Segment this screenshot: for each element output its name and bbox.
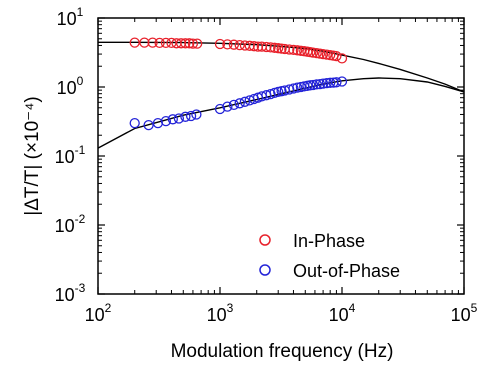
x-tick-label: 103 — [207, 301, 234, 325]
in-phase-point — [129, 37, 140, 48]
out-of-phase-point — [143, 119, 154, 131]
legend: In-Phase Out-of-Phase — [259, 231, 400, 281]
in-phase-point — [261, 41, 272, 53]
x-axis-label: Modulation frequency (Hz) — [171, 341, 394, 362]
out-of-phase-point — [129, 117, 140, 129]
legend-label-out-of-phase: Out-of-Phase — [293, 261, 400, 281]
out-of-phase-point — [321, 77, 332, 89]
in-phase-point — [180, 38, 191, 49]
in-phase-point — [192, 38, 203, 49]
in-phase-point — [284, 44, 295, 55]
in-phase-point — [228, 39, 240, 50]
in-phase-point — [248, 41, 260, 52]
out-of-phase-point — [317, 78, 329, 89]
plot-frame — [97, 17, 465, 295]
in-phase-point — [147, 37, 158, 48]
y-tick-label: 100 — [57, 74, 84, 98]
y-tick-label: 10-3 — [55, 281, 86, 305]
axis-ticks — [97, 17, 465, 295]
out-of-phase-point — [284, 84, 295, 95]
in-phase-point — [244, 40, 255, 51]
out-of-phase-point — [288, 83, 299, 94]
out-of-phase-point — [311, 79, 322, 90]
in-phase-point — [331, 50, 342, 62]
in-phase-point — [214, 38, 226, 50]
out-of-phase-point — [191, 109, 202, 120]
out-of-phase-point — [292, 82, 303, 93]
in-phase-point — [234, 39, 245, 51]
out-of-phase-point — [185, 110, 197, 122]
in-phase-point — [311, 47, 322, 59]
in-phase-point — [317, 48, 329, 60]
out-of-phase-point — [325, 77, 336, 88]
out-of-phase-point — [173, 113, 185, 124]
in-phase-point — [187, 38, 199, 49]
x-tick-label: 104 — [329, 301, 356, 325]
in-phase-point — [222, 39, 233, 50]
y-axis-label: |ΔT/T| (×10⁻⁴) — [22, 96, 43, 215]
in-phase-point — [175, 38, 187, 49]
out-of-phase-point — [331, 77, 342, 88]
x-tick-label: 102 — [85, 301, 112, 325]
out-of-phase-point — [336, 76, 348, 87]
x-tick-label: 105 — [451, 301, 478, 325]
in-phase-point — [276, 43, 287, 54]
y-tick-label: 10-1 — [55, 143, 86, 167]
out-of-phase-point — [222, 101, 233, 112]
in-phase-point — [154, 37, 165, 49]
in-phase-point — [265, 42, 276, 53]
out-of-phase-point — [180, 111, 191, 122]
out-of-phase-point — [160, 115, 172, 127]
in-phase-point — [273, 43, 284, 54]
out-of-phase-point — [239, 96, 251, 107]
y-tick-label: 101 — [57, 5, 84, 29]
legend-marker-in-phase — [259, 234, 271, 246]
out-of-phase-point — [265, 88, 276, 100]
tick-labels: 102 103 104 105 10-3 10-2 10-1 100 101 — [55, 5, 478, 325]
fit-curve — [97, 77, 465, 149]
in-phase-point — [336, 53, 348, 64]
legend-marker-out-of-phase — [259, 264, 271, 276]
in-phase-point — [307, 47, 319, 58]
in-phase-point — [160, 37, 172, 49]
in-phase-point — [288, 44, 299, 56]
in-phase-point — [292, 45, 303, 56]
out-of-phase-point — [214, 103, 226, 115]
y-tick-label: 10-2 — [55, 212, 86, 236]
in-phase-point — [139, 37, 150, 48]
in-phase-point — [321, 49, 332, 60]
in-phase-point — [184, 38, 195, 49]
legend-label-in-phase: In-Phase — [293, 231, 365, 251]
out-of-phase-point — [228, 99, 240, 111]
out-of-phase-point — [167, 114, 178, 125]
out-of-phase-point — [307, 79, 319, 91]
plot-content — [97, 37, 465, 149]
out-of-phase-point — [234, 98, 245, 109]
in-phase-point — [269, 42, 280, 53]
